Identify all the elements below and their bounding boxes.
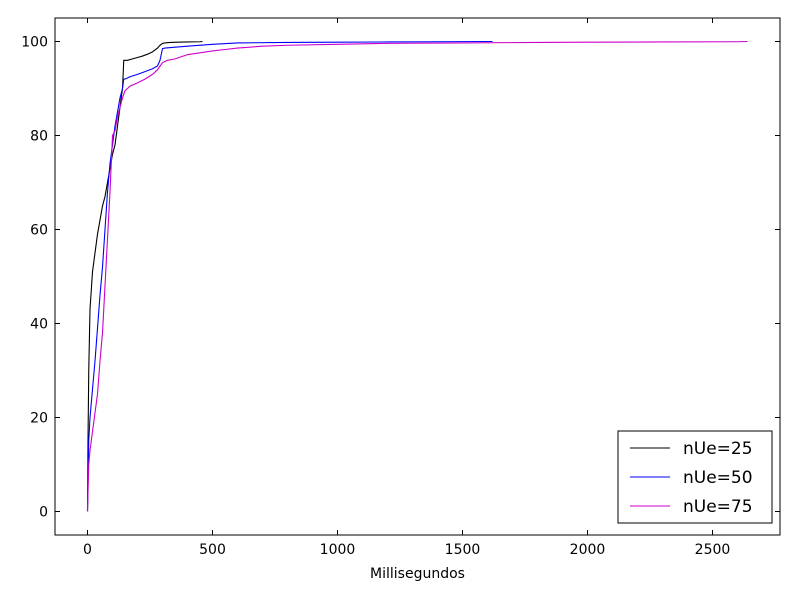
y-tick-label: 20 bbox=[30, 411, 48, 427]
y-tick-label: 60 bbox=[30, 223, 48, 239]
series-layer bbox=[86, 40, 748, 512]
x-tick-label: 1500 bbox=[445, 542, 481, 558]
x-tick-label: 0 bbox=[83, 542, 92, 558]
x-tick-label: 2000 bbox=[570, 542, 606, 558]
x-axis: 0 500 1000 1500 2000 2500 bbox=[83, 18, 730, 558]
legend-label-1: nUe=25 bbox=[683, 439, 753, 459]
y-tick-label: 0 bbox=[39, 505, 48, 521]
y-axis: 0 20 40 60 80 100 bbox=[21, 35, 780, 521]
legend-label-3: nUe=75 bbox=[683, 497, 753, 517]
x-tick-label: 500 bbox=[199, 542, 226, 558]
series-line-1 bbox=[86, 40, 203, 512]
legend-label-2: nUe=50 bbox=[683, 468, 753, 488]
y-tick-label: 100 bbox=[21, 35, 48, 51]
plot-frame bbox=[54, 17, 781, 536]
x-tick-label: 2500 bbox=[695, 542, 731, 558]
legend: nUe=25 nUe=50 nUe=75 bbox=[617, 430, 773, 524]
x-axis-title: Millisegundos bbox=[370, 566, 465, 582]
x-tick-label: 1000 bbox=[320, 542, 356, 558]
y-tick-label: 80 bbox=[30, 129, 48, 145]
series-line-2 bbox=[86, 40, 493, 512]
y-tick-label: 40 bbox=[30, 317, 48, 333]
series-line-3 bbox=[86, 40, 748, 512]
